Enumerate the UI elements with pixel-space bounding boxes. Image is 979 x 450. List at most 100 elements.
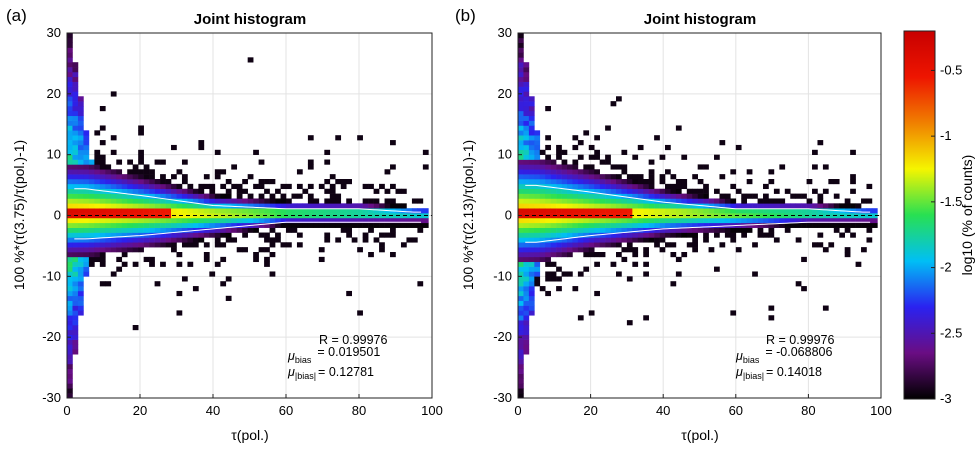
heatmap-cell <box>605 193 611 199</box>
heatmap-cell <box>236 188 243 194</box>
heatmap-cell <box>588 242 595 248</box>
heatmap-cell <box>83 159 90 165</box>
heatmap-cell <box>116 203 123 209</box>
heatmap-cell <box>72 286 79 292</box>
heatmap-cell <box>768 179 775 185</box>
heatmap-cell <box>528 106 535 112</box>
heatmap-cell <box>77 120 84 126</box>
heatmap-cell <box>269 227 276 233</box>
heatmap-cell <box>822 217 829 224</box>
heatmap-cell <box>539 232 546 238</box>
heatmap-cell <box>708 222 715 228</box>
heatmap-cell <box>181 174 188 180</box>
heatmap-cell <box>610 242 617 248</box>
heatmap-cell <box>675 198 682 204</box>
x-tick-label: 20 <box>133 403 147 418</box>
heatmap-cell <box>561 217 568 224</box>
heatmap-cell <box>545 261 551 267</box>
heatmap-cell <box>105 227 112 233</box>
heatmap-cell <box>523 305 530 311</box>
heatmap-cell <box>192 193 199 199</box>
heatmap-cell <box>264 179 270 185</box>
heatmap-cell <box>648 198 655 204</box>
heatmap-cell <box>149 193 155 199</box>
heatmap-cell <box>599 159 606 165</box>
heatmap-cell <box>528 101 535 107</box>
heatmap-cell <box>599 217 606 224</box>
heatmap-cell <box>550 174 557 180</box>
heatmap-cell <box>280 242 287 248</box>
heatmap-cell <box>203 232 210 238</box>
heatmap-cell <box>149 261 155 267</box>
heatmap-cell <box>583 203 590 209</box>
heatmap-cell <box>143 174 150 180</box>
heatmap-cell <box>351 203 358 209</box>
heatmap-cell <box>572 217 579 224</box>
y-tick-label: -10 <box>42 268 61 283</box>
heatmap-cell <box>518 96 524 102</box>
heatmap-cell <box>176 193 183 199</box>
heatmap-cell <box>735 203 742 209</box>
heatmap-cell <box>187 227 194 233</box>
heatmap-cell <box>632 193 639 199</box>
heatmap-cell <box>833 217 840 224</box>
heatmap-cell <box>518 217 524 224</box>
heatmap-cell <box>105 183 112 190</box>
heatmap-cell <box>329 203 336 209</box>
heatmap-cell <box>675 227 682 233</box>
heatmap-cell <box>518 130 524 136</box>
heatmap-cell <box>692 237 698 243</box>
heatmap-cell <box>610 237 617 243</box>
heatmap-cell <box>534 159 541 165</box>
heatmap-cell <box>198 203 205 209</box>
heatmap-cell <box>871 213 878 219</box>
heatmap-cell <box>518 135 524 141</box>
heatmap-cell <box>523 154 530 160</box>
heatmap-cell <box>77 193 84 199</box>
heatmap-cell <box>812 242 818 248</box>
heatmap-cell <box>181 213 188 219</box>
heatmap-cell <box>670 183 677 190</box>
heatmap-cell <box>67 339 73 345</box>
heatmap-cell <box>132 188 139 194</box>
heatmap-cell <box>72 315 79 321</box>
heatmap-cell <box>534 174 541 180</box>
heatmap-cell <box>149 232 155 238</box>
heatmap-cell <box>626 174 633 180</box>
heatmap-cell <box>850 149 856 155</box>
heatmap-cell <box>545 159 551 165</box>
heatmap-cell <box>550 164 557 170</box>
heatmap-cell <box>779 198 786 204</box>
mu-symbol: μ <box>287 365 295 379</box>
heatmap-cell <box>176 222 183 228</box>
heatmap-cell <box>648 169 655 175</box>
heatmap-cell <box>866 217 873 224</box>
heatmap-cell <box>149 222 155 228</box>
heatmap-cell <box>523 140 530 146</box>
heatmap-cell <box>561 198 568 204</box>
heatmap-cell <box>209 198 216 204</box>
heatmap-cell <box>855 213 862 219</box>
heatmap-cell <box>99 183 106 190</box>
heatmap-cell <box>105 179 112 185</box>
heatmap-cell <box>247 198 254 204</box>
heatmap-cell <box>719 227 726 233</box>
heatmap-cell <box>594 222 600 228</box>
heatmap-cell <box>198 232 205 238</box>
panel-a-heatmap <box>67 33 432 399</box>
heatmap-cell <box>523 252 530 258</box>
heatmap-cell <box>610 164 617 170</box>
heatmap-cell <box>154 183 161 190</box>
mu-bias-value: = -0.068806 <box>765 345 832 359</box>
heatmap-cell <box>264 198 270 204</box>
heatmap-cell <box>665 198 671 204</box>
heatmap-cell <box>828 222 835 228</box>
heatmap-cell <box>621 188 628 194</box>
heatmap-cell <box>291 227 298 233</box>
heatmap-cell <box>379 183 385 190</box>
heatmap-cell <box>116 222 123 228</box>
heatmap-cell <box>654 208 660 214</box>
heatmap-cell <box>83 193 90 199</box>
